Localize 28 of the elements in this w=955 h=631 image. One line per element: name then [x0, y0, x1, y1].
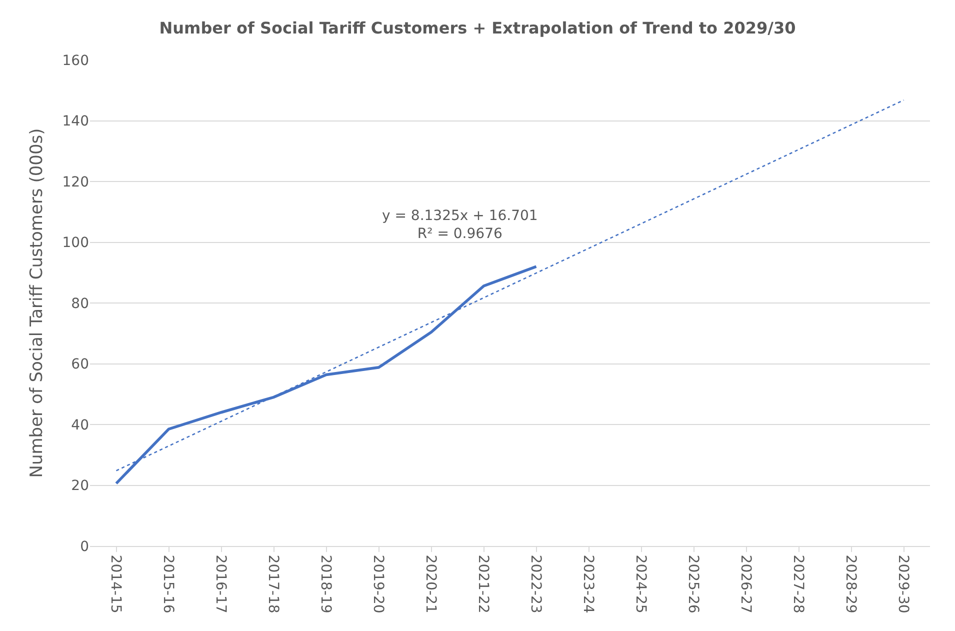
y-axis-title: Number of Social Tariff Customers (000s)	[26, 128, 47, 478]
y-tick-label: 0	[80, 538, 89, 555]
x-tick-label: 2023-24	[580, 554, 596, 614]
x-tick-label: 2018-19	[318, 554, 334, 614]
x-tick-label: 2021-22	[475, 554, 492, 614]
x-tick-label: 2016-17	[212, 554, 229, 614]
y-tick-label: 100	[62, 235, 89, 252]
y-tick-label: 40	[71, 417, 89, 434]
y-tick-label: 60	[71, 356, 89, 373]
chart-title: Number of Social Tariff Customers + Extrapolation of Trend to 2029/30	[159, 18, 796, 38]
x-tick-label: 2017-18	[265, 554, 282, 614]
x-tick-label: 2014-15	[108, 554, 124, 614]
x-tick-label: 2020-21	[422, 554, 439, 614]
annotation: y = 8.1325x + 16.701 R² = 0.9676	[382, 208, 538, 242]
x-tick-label: 2029-30	[895, 554, 912, 614]
y-tick-label: 140	[62, 114, 89, 130]
y-tick-label: 20	[71, 478, 89, 494]
x-tick-label: 2028-29	[842, 554, 859, 614]
x-tick-label: 2024-25	[632, 554, 649, 614]
y-tick-label: 80	[71, 296, 89, 312]
x-tick-label: 2015-16	[160, 554, 176, 614]
x-tick-label: 2027-28	[790, 554, 806, 614]
x-tick-label: 2022-23	[528, 554, 544, 614]
y-tick-label: 120	[62, 174, 89, 190]
x-tick-label: 2019-20	[370, 554, 386, 614]
x-tick-label: 2025-26	[685, 554, 702, 614]
x-tick-label: 2026-27	[738, 554, 754, 614]
y-tick-label: 160	[62, 52, 89, 69]
